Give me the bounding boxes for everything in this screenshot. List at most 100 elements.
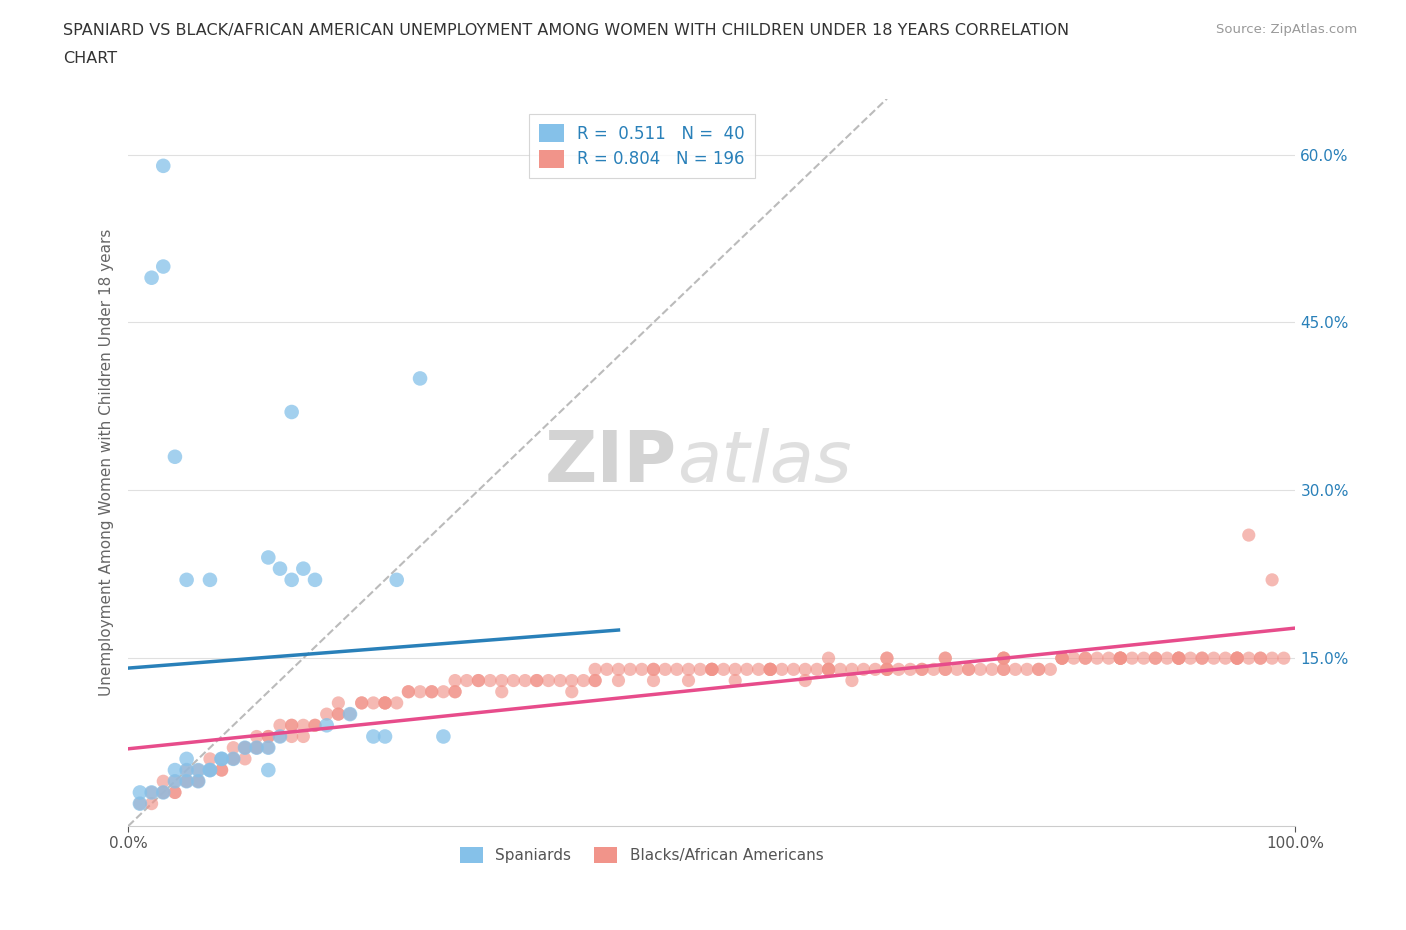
Point <box>374 696 396 711</box>
Point <box>456 673 478 688</box>
Point <box>1050 651 1073 666</box>
Point <box>304 718 326 733</box>
Point <box>280 718 302 733</box>
Point <box>1226 651 1249 666</box>
Point <box>280 405 302 419</box>
Text: Source: ZipAtlas.com: Source: ZipAtlas.com <box>1216 23 1357 36</box>
Point <box>1050 651 1073 666</box>
Point <box>934 651 956 666</box>
Point <box>1272 651 1295 666</box>
Point <box>1226 651 1249 666</box>
Point <box>1050 651 1073 666</box>
Point <box>152 158 174 173</box>
Point <box>526 673 548 688</box>
Point <box>409 684 432 699</box>
Point <box>211 751 233 766</box>
Point <box>444 673 467 688</box>
Point <box>502 673 524 688</box>
Point <box>1249 651 1271 666</box>
Point <box>759 662 782 677</box>
Point <box>292 718 315 733</box>
Point <box>993 651 1015 666</box>
Point <box>1063 651 1085 666</box>
Point <box>187 763 209 777</box>
Point <box>876 651 898 666</box>
Point <box>876 662 898 677</box>
Point <box>619 662 641 677</box>
Point <box>630 662 652 677</box>
Point <box>1261 651 1284 666</box>
Point <box>1039 662 1062 677</box>
Point <box>363 696 385 711</box>
Point <box>152 785 174 800</box>
Point <box>1028 662 1050 677</box>
Point <box>246 729 269 744</box>
Point <box>176 774 198 789</box>
Point <box>1167 651 1189 666</box>
Point <box>1098 651 1121 666</box>
Point <box>898 662 921 677</box>
Point <box>513 673 536 688</box>
Point <box>678 662 700 677</box>
Point <box>1015 662 1038 677</box>
Point <box>491 684 513 699</box>
Point <box>141 785 163 800</box>
Point <box>304 572 326 587</box>
Point <box>315 718 337 733</box>
Point <box>1191 651 1213 666</box>
Point <box>806 662 828 677</box>
Point <box>198 751 221 766</box>
Point <box>280 729 302 744</box>
Point <box>724 673 747 688</box>
Point <box>187 774 209 789</box>
Point <box>1109 651 1132 666</box>
Point <box>257 550 280 565</box>
Point <box>1050 651 1073 666</box>
Point <box>1237 651 1260 666</box>
Point <box>841 662 863 677</box>
Point <box>163 785 186 800</box>
Point <box>152 774 174 789</box>
Point <box>770 662 793 677</box>
Point <box>176 763 198 777</box>
Point <box>269 729 291 744</box>
Point <box>222 751 245 766</box>
Point <box>444 684 467 699</box>
Point <box>1085 651 1108 666</box>
Point <box>246 740 269 755</box>
Point <box>865 662 887 677</box>
Point <box>759 662 782 677</box>
Point <box>700 662 723 677</box>
Point <box>211 763 233 777</box>
Point <box>198 763 221 777</box>
Point <box>339 707 361 722</box>
Point <box>876 662 898 677</box>
Point <box>328 707 350 722</box>
Point <box>957 662 980 677</box>
Y-axis label: Unemployment Among Women with Children Under 18 years: Unemployment Among Women with Children U… <box>100 229 114 696</box>
Point <box>957 662 980 677</box>
Point <box>198 572 221 587</box>
Point <box>280 718 302 733</box>
Point <box>1109 651 1132 666</box>
Point <box>385 572 408 587</box>
Point <box>187 763 209 777</box>
Point <box>911 662 934 677</box>
Point <box>759 662 782 677</box>
Point <box>876 662 898 677</box>
Point <box>748 662 770 677</box>
Point <box>607 673 630 688</box>
Point <box>339 707 361 722</box>
Point <box>328 696 350 711</box>
Point <box>561 673 583 688</box>
Point <box>211 751 233 766</box>
Point <box>934 651 956 666</box>
Point <box>163 774 186 789</box>
Point <box>724 662 747 677</box>
Point <box>432 684 454 699</box>
Point <box>304 718 326 733</box>
Point <box>841 673 863 688</box>
Point <box>1109 651 1132 666</box>
Point <box>211 763 233 777</box>
Point <box>1156 651 1178 666</box>
